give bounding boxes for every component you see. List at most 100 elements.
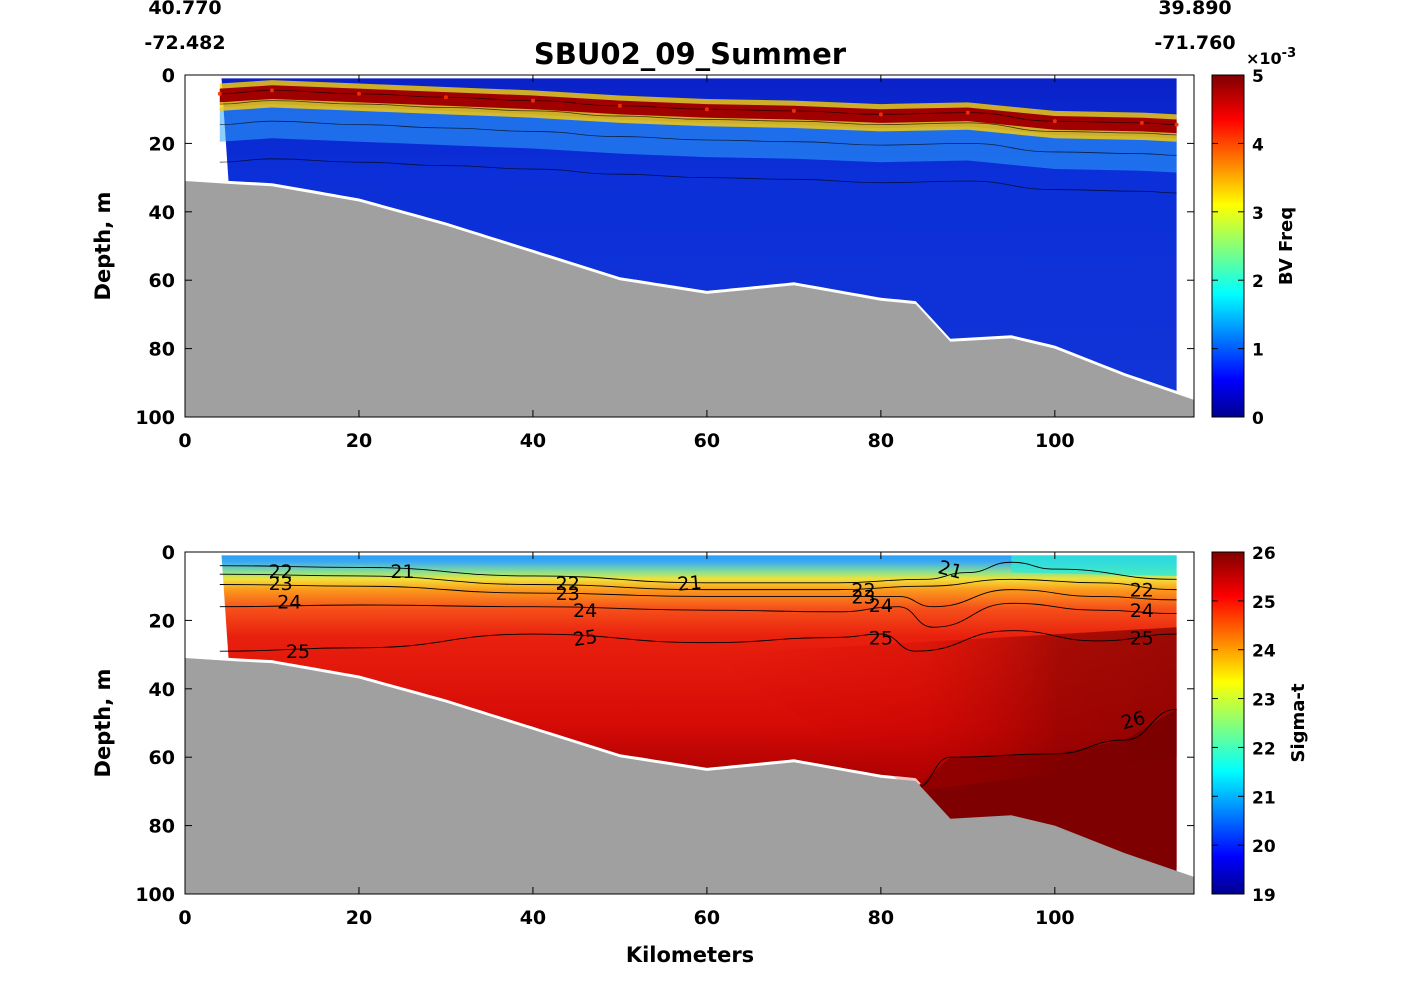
isopycnal-22 bbox=[219, 573, 1177, 591]
layer-point bbox=[443, 95, 448, 100]
colorbar-multiplier-base: ×10 bbox=[1246, 49, 1282, 68]
contour-label: 23 bbox=[269, 573, 293, 595]
contour-label: 24 bbox=[573, 600, 597, 622]
layer-point bbox=[1052, 119, 1057, 124]
bv-field bbox=[217, 78, 1179, 391]
bv-contour bbox=[219, 120, 1177, 156]
plot-frame bbox=[184, 74, 1195, 418]
x-tick-label: 40 bbox=[520, 907, 546, 929]
y-tick-label: 40 bbox=[149, 679, 175, 701]
contour-label: 21 bbox=[390, 561, 414, 583]
sigma-field bbox=[221, 555, 1177, 881]
y-tick-label: 100 bbox=[135, 407, 175, 429]
colorbar bbox=[1212, 75, 1244, 417]
layer-point bbox=[704, 107, 709, 112]
colorbar-tick-label: 20 bbox=[1252, 837, 1276, 857]
bathymetry bbox=[185, 181, 1194, 417]
isopycnal-24 bbox=[219, 602, 1177, 628]
colorbar-tick-label: 3 bbox=[1252, 204, 1264, 224]
colorbar-tick-label: 22 bbox=[1252, 739, 1276, 759]
surface-patch bbox=[1011, 555, 1177, 576]
chart-title: SBU02_09_Summer bbox=[534, 37, 847, 71]
colorbar-tick-label: 26 bbox=[1252, 544, 1276, 564]
y-tick-label: 100 bbox=[135, 884, 175, 906]
contour-label: 21 bbox=[677, 572, 703, 596]
y-tick-label: 60 bbox=[149, 270, 175, 292]
y-tick-label: 40 bbox=[149, 202, 175, 224]
layer-point bbox=[1174, 122, 1179, 127]
contour-label: 22 bbox=[269, 561, 293, 583]
x-tick-label: 100 bbox=[1035, 430, 1075, 452]
deep-gradient bbox=[706, 627, 1177, 792]
layer-point bbox=[356, 91, 361, 96]
x-tick-label: 40 bbox=[520, 430, 546, 452]
isopycnal-25 bbox=[219, 630, 1177, 652]
colorbar-exponent: -3 bbox=[1282, 46, 1296, 61]
y-tick-label: 60 bbox=[149, 747, 175, 769]
x-tick-label: 60 bbox=[694, 430, 720, 452]
isopycnal-26 bbox=[915, 708, 1177, 789]
layer-point bbox=[217, 91, 222, 96]
bv-contour bbox=[219, 158, 1177, 194]
contour-label: 24 bbox=[869, 595, 893, 617]
colorbar-tick-label: 0 bbox=[1252, 409, 1264, 429]
contour-label: 25 bbox=[572, 626, 599, 651]
x-tick-label: 100 bbox=[1035, 907, 1075, 929]
colorbar-tick-label: 5 bbox=[1252, 67, 1264, 87]
isopycnal-contours bbox=[219, 561, 1177, 789]
colorbar-label: Sigma-t bbox=[1288, 683, 1309, 762]
contour-label: 25 bbox=[286, 641, 310, 663]
colorbar-tick-label: 4 bbox=[1252, 135, 1264, 155]
contour-label: 24 bbox=[1130, 600, 1154, 622]
y-axis-label: Depth, m bbox=[91, 192, 115, 301]
x-tick-label: 0 bbox=[178, 430, 191, 452]
colorbar-frame bbox=[1211, 551, 1245, 895]
y-tick-label: 0 bbox=[162, 65, 175, 87]
colorbar-multiplier: ×10-3 bbox=[1246, 46, 1296, 68]
colorbar-ticks: 19 20 21 22 23 24 25 26 bbox=[1212, 544, 1276, 906]
layer-point bbox=[1139, 120, 1144, 125]
plot-frame bbox=[184, 551, 1195, 895]
layer-point bbox=[791, 108, 796, 113]
colorbar-tick-label: 21 bbox=[1252, 788, 1276, 808]
bathymetry bbox=[185, 658, 1194, 894]
contour-label: 22 bbox=[556, 573, 580, 595]
colorbar-tick-label: 24 bbox=[1252, 642, 1276, 662]
colorbar-tick-label: 25 bbox=[1252, 593, 1276, 613]
colorbar-tick-label: 19 bbox=[1252, 886, 1276, 906]
contour-label: 23 bbox=[851, 586, 875, 608]
x-tick-label: 20 bbox=[346, 907, 372, 929]
x-tick-label: 80 bbox=[868, 430, 894, 452]
y-tick-label: 20 bbox=[149, 133, 175, 155]
contour-label: 22 bbox=[1130, 580, 1154, 602]
isopycnal-23 bbox=[219, 584, 1177, 608]
right-longitude: -71.760 bbox=[1154, 32, 1235, 54]
layer-point bbox=[269, 88, 274, 93]
contour-label: 25 bbox=[1130, 628, 1154, 650]
colorbar-label: BV Freq bbox=[1276, 207, 1297, 285]
left-latitude: 40.770 bbox=[148, 0, 221, 19]
contour-label: 23 bbox=[556, 583, 580, 605]
contour-label: 25 bbox=[869, 628, 893, 650]
layer-point bbox=[878, 112, 883, 117]
x-axis-label: Kilometers bbox=[626, 943, 754, 967]
layer-point bbox=[965, 110, 970, 115]
colorbar-tick-label: 23 bbox=[1252, 691, 1276, 711]
contour-label: 22 bbox=[851, 580, 875, 602]
contour-label: 24 bbox=[277, 592, 301, 614]
y-tick-label: 20 bbox=[149, 610, 175, 632]
y-tick-label: 80 bbox=[149, 339, 175, 361]
colorbar-tick-label: 1 bbox=[1252, 341, 1264, 361]
bv-contour bbox=[219, 100, 1177, 136]
layer-point bbox=[530, 98, 535, 103]
y-tick-label: 80 bbox=[149, 816, 175, 838]
bv-frequency-panel: 40.770 -72.482 39.890 -71.760 SBU02_09_S… bbox=[91, 0, 1297, 452]
x-tick-label: 80 bbox=[868, 907, 894, 929]
colorbar bbox=[1212, 552, 1244, 894]
layer-point bbox=[617, 103, 622, 108]
